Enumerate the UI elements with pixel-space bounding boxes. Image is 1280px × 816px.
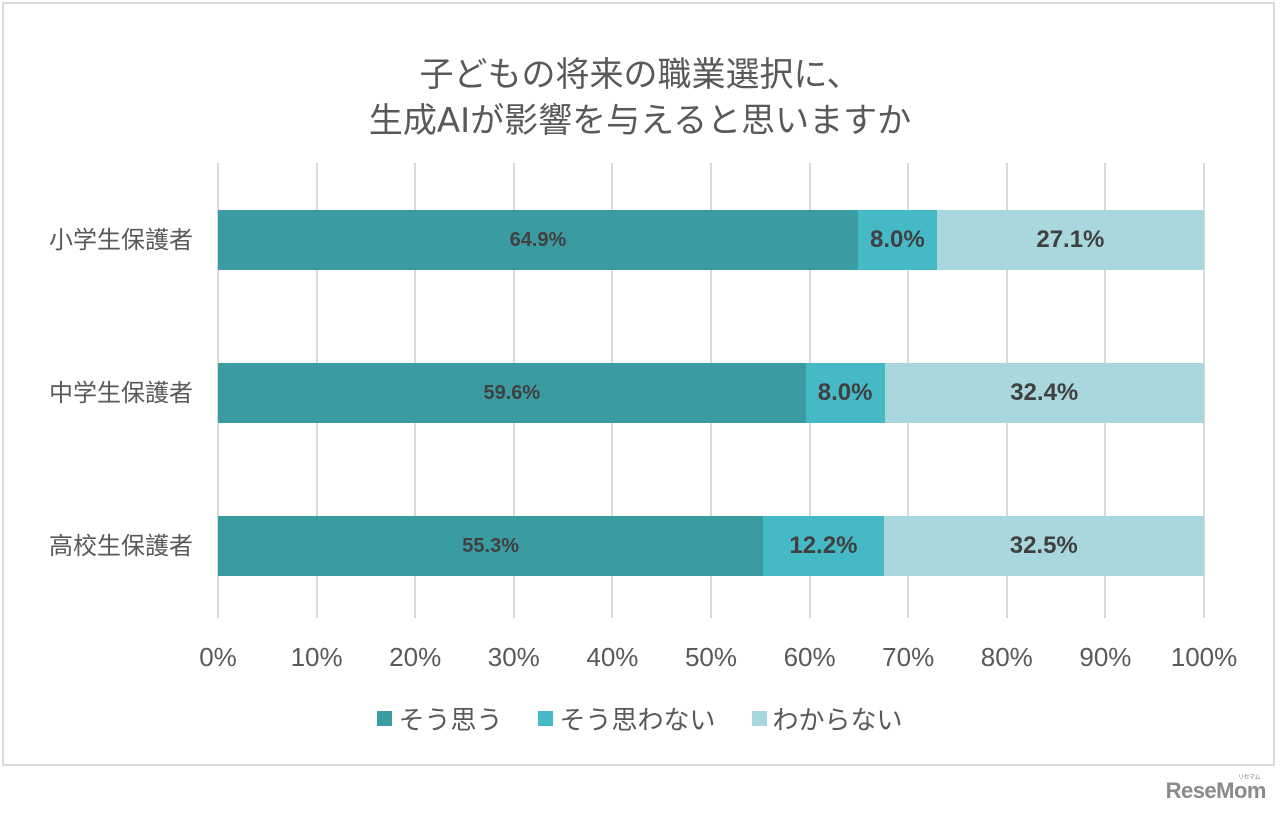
- legend-swatch-icon: [751, 711, 767, 726]
- bar-segment-unknown: 27.1%: [936, 210, 1204, 270]
- bar-row: 64.9% 8.0% 27.1%: [218, 210, 1204, 270]
- x-tick-label: 60%: [783, 642, 836, 672]
- x-tick-label: 90%: [1079, 642, 1132, 672]
- legend-item-agree: そう思う: [377, 700, 502, 737]
- legend: そう思う そう思わない わからない: [0, 700, 1280, 737]
- legend-item-unknown: わからない: [751, 700, 903, 737]
- category-label: 小学生保護者: [49, 226, 193, 254]
- bar-segment-agree: 55.3%: [218, 516, 764, 576]
- logo-ruby: リセマム: [1237, 775, 1261, 781]
- category-label: 中学生保護者: [49, 379, 193, 407]
- x-tick-label: 100%: [1170, 642, 1238, 672]
- bar-segment-disagree: 8.0%: [805, 363, 885, 423]
- gridline: [1203, 163, 1205, 618]
- legend-swatch-icon: [538, 711, 554, 726]
- bar-row: 59.6% 8.0% 32.4%: [218, 363, 1204, 423]
- bar-segment-disagree: 12.2%: [763, 516, 884, 576]
- category-label: 高校生保護者: [49, 532, 193, 560]
- x-tick-label: 10%: [290, 642, 343, 672]
- bar-segment-agree: 59.6%: [218, 363, 806, 423]
- legend-label: そう思う: [398, 706, 503, 736]
- bar-segment-disagree: 8.0%: [857, 210, 937, 270]
- resemom-logo: ReseMom リセマム: [1165, 775, 1267, 804]
- logo-text: ReseMom: [1165, 778, 1267, 803]
- x-tick-label: 40%: [586, 642, 639, 672]
- bar-segment-unknown: 32.5%: [883, 516, 1204, 576]
- legend-label: わからない: [772, 706, 903, 736]
- x-tick-label: 80%: [980, 642, 1033, 672]
- x-tick-label: 20%: [389, 642, 442, 672]
- chart-title-line-1: 子どもの将来の職業選択に、: [419, 55, 861, 95]
- legend-label: そう思わない: [559, 706, 716, 736]
- legend-swatch-icon: [377, 711, 393, 726]
- bar-segment-unknown: 32.4%: [884, 363, 1204, 423]
- bar-segment-agree: 64.9%: [218, 210, 858, 270]
- chart-title-line-2: 生成AIが影響を与えると思いますか: [368, 101, 912, 141]
- x-tick-label: 30%: [487, 642, 540, 672]
- x-tick-label: 70%: [882, 642, 935, 672]
- legend-item-disagree: そう思わない: [538, 700, 716, 737]
- x-tick-label: 50%: [684, 642, 738, 672]
- x-tick-label: 0%: [199, 642, 237, 672]
- bar-row: 55.3% 12.2% 32.5%: [218, 516, 1204, 576]
